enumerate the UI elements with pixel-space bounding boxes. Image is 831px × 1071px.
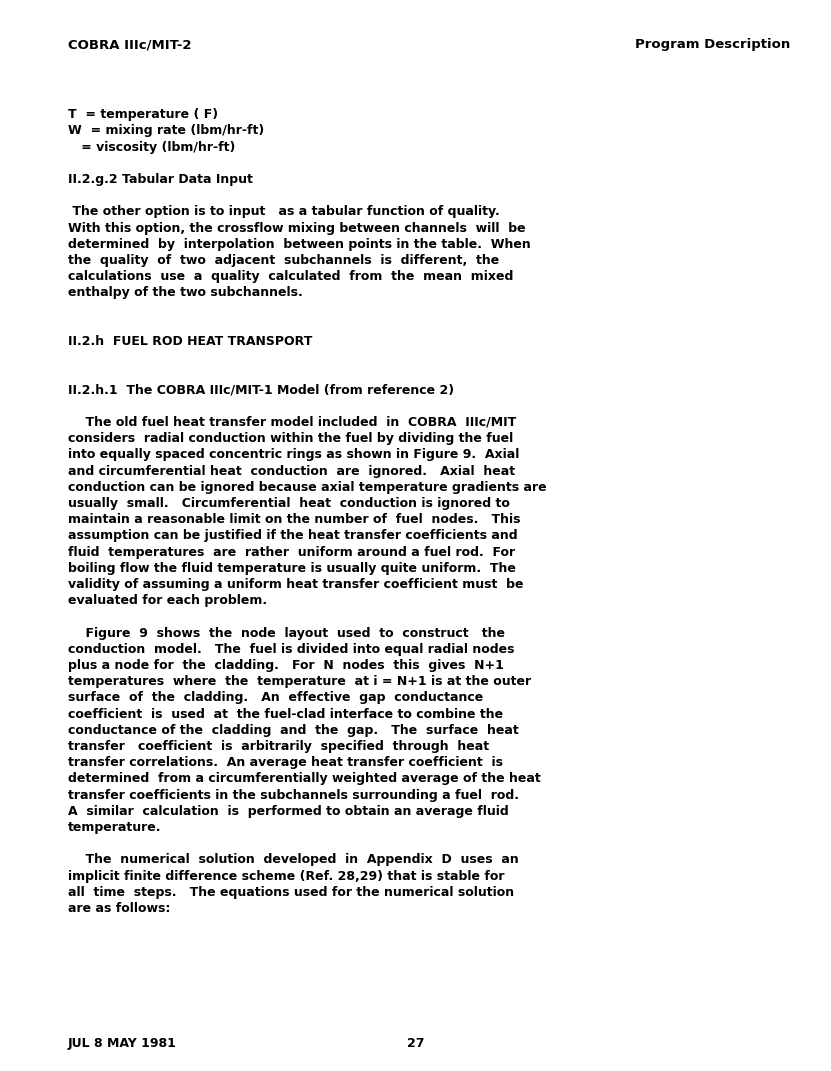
Text: temperatures  where  the  temperature  at i = N+1 is at the outer: temperatures where the temperature at i … (68, 675, 531, 689)
Text: With this option, the crossflow mixing between channels  will  be: With this option, the crossflow mixing b… (68, 222, 526, 235)
Text: transfer correlations.  An average heat transfer coefficient  is: transfer correlations. An average heat t… (68, 756, 503, 769)
Text: II.2.h.1  The COBRA IIIc/MIT-1 Model (from reference 2): II.2.h.1 The COBRA IIIc/MIT-1 Model (fro… (68, 383, 454, 396)
Text: II.2.g.2 Tabular Data Input: II.2.g.2 Tabular Data Input (68, 174, 253, 186)
Text: boiling flow the fluid temperature is usually quite uniform.  The: boiling flow the fluid temperature is us… (68, 562, 516, 575)
Text: transfer   coefficient  is  arbitrarily  specified  through  heat: transfer coefficient is arbitrarily spec… (68, 740, 489, 753)
Text: COBRA IIIc/MIT-2: COBRA IIIc/MIT-2 (68, 37, 191, 51)
Text: calculations  use  a  quality  calculated  from  the  mean  mixed: calculations use a quality calculated fr… (68, 270, 514, 283)
Text: enthalpy of the two subchannels.: enthalpy of the two subchannels. (68, 286, 302, 300)
Text: implicit finite difference scheme (Ref. 28,29) that is stable for: implicit finite difference scheme (Ref. … (68, 870, 504, 883)
Text: The old fuel heat transfer model included  in  COBRA  IIIc/MIT: The old fuel heat transfer model include… (68, 416, 516, 429)
Text: conductance of the  cladding  and  the  gap.   The  surface  heat: conductance of the cladding and the gap.… (68, 724, 519, 737)
Text: and circumferential heat  conduction  are  ignored.   Axial  heat: and circumferential heat conduction are … (68, 465, 515, 478)
Text: coefficient  is  used  at  the fuel-clad interface to combine the: coefficient is used at the fuel-clad int… (68, 708, 503, 721)
Text: T  = temperature ( F): T = temperature ( F) (68, 108, 218, 121)
Text: 27: 27 (406, 1037, 425, 1050)
Text: plus a node for  the  cladding.   For  N  nodes  this  gives  N+1: plus a node for the cladding. For N node… (68, 659, 504, 672)
Text: all  time  steps.   The equations used for the numerical solution: all time steps. The equations used for t… (68, 886, 514, 899)
Text: transfer coefficients in the subchannels surrounding a fuel  rod.: transfer coefficients in the subchannels… (68, 788, 519, 801)
Text: Program Description: Program Description (635, 37, 790, 51)
Text: The  numerical  solution  developed  in  Appendix  D  uses  an: The numerical solution developed in Appe… (68, 854, 519, 866)
Text: W  = mixing rate (lbm/hr-ft): W = mixing rate (lbm/hr-ft) (68, 124, 264, 137)
Text: the  quality  of  two  adjacent  subchannels  is  different,  the: the quality of two adjacent subchannels … (68, 254, 499, 267)
Text: conduction  model.   The  fuel is divided into equal radial nodes: conduction model. The fuel is divided in… (68, 643, 514, 655)
Text: are as follows:: are as follows: (68, 902, 170, 915)
Text: evaluated for each problem.: evaluated for each problem. (68, 594, 267, 607)
Text: validity of assuming a uniform heat transfer coefficient must  be: validity of assuming a uniform heat tran… (68, 578, 524, 591)
Text: JUL 8 MAY 1981: JUL 8 MAY 1981 (68, 1037, 177, 1050)
Text: fluid  temperatures  are  rather  uniform around a fuel rod.  For: fluid temperatures are rather uniform ar… (68, 545, 515, 559)
Text: A  similar  calculation  is  performed to obtain an average fluid: A similar calculation is performed to ob… (68, 804, 509, 818)
Text: usually  small.   Circumferential  heat  conduction is ignored to: usually small. Circumferential heat cond… (68, 497, 510, 510)
Text: Figure  9  shows  the  node  layout  used  to  construct   the: Figure 9 shows the node layout used to c… (68, 627, 505, 639)
Text: maintain a reasonable limit on the number of  fuel  nodes.   This: maintain a reasonable limit on the numbe… (68, 513, 520, 526)
Text: into equally spaced concentric rings as shown in Figure 9.  Axial: into equally spaced concentric rings as … (68, 449, 519, 462)
Text: surface  of  the  cladding.   An  effective  gap  conductance: surface of the cladding. An effective ga… (68, 692, 484, 705)
Text: assumption can be justified if the heat transfer coefficients and: assumption can be justified if the heat … (68, 529, 518, 542)
Text: temperature.: temperature. (68, 821, 161, 834)
Text: II.2.h  FUEL ROD HEAT TRANSPORT: II.2.h FUEL ROD HEAT TRANSPORT (68, 335, 312, 348)
Text: considers  radial conduction within the fuel by dividing the fuel: considers radial conduction within the f… (68, 433, 514, 446)
Text: determined  from a circumferentially weighted average of the heat: determined from a circumferentially weig… (68, 772, 541, 785)
Text: = viscosity (lbm/hr-ft): = viscosity (lbm/hr-ft) (68, 140, 235, 153)
Text: conduction can be ignored because axial temperature gradients are: conduction can be ignored because axial … (68, 481, 547, 494)
Text: The other option is to input   as a tabular function of quality.: The other option is to input as a tabula… (68, 206, 499, 218)
Text: determined  by  interpolation  between points in the table.  When: determined by interpolation between poin… (68, 238, 531, 251)
